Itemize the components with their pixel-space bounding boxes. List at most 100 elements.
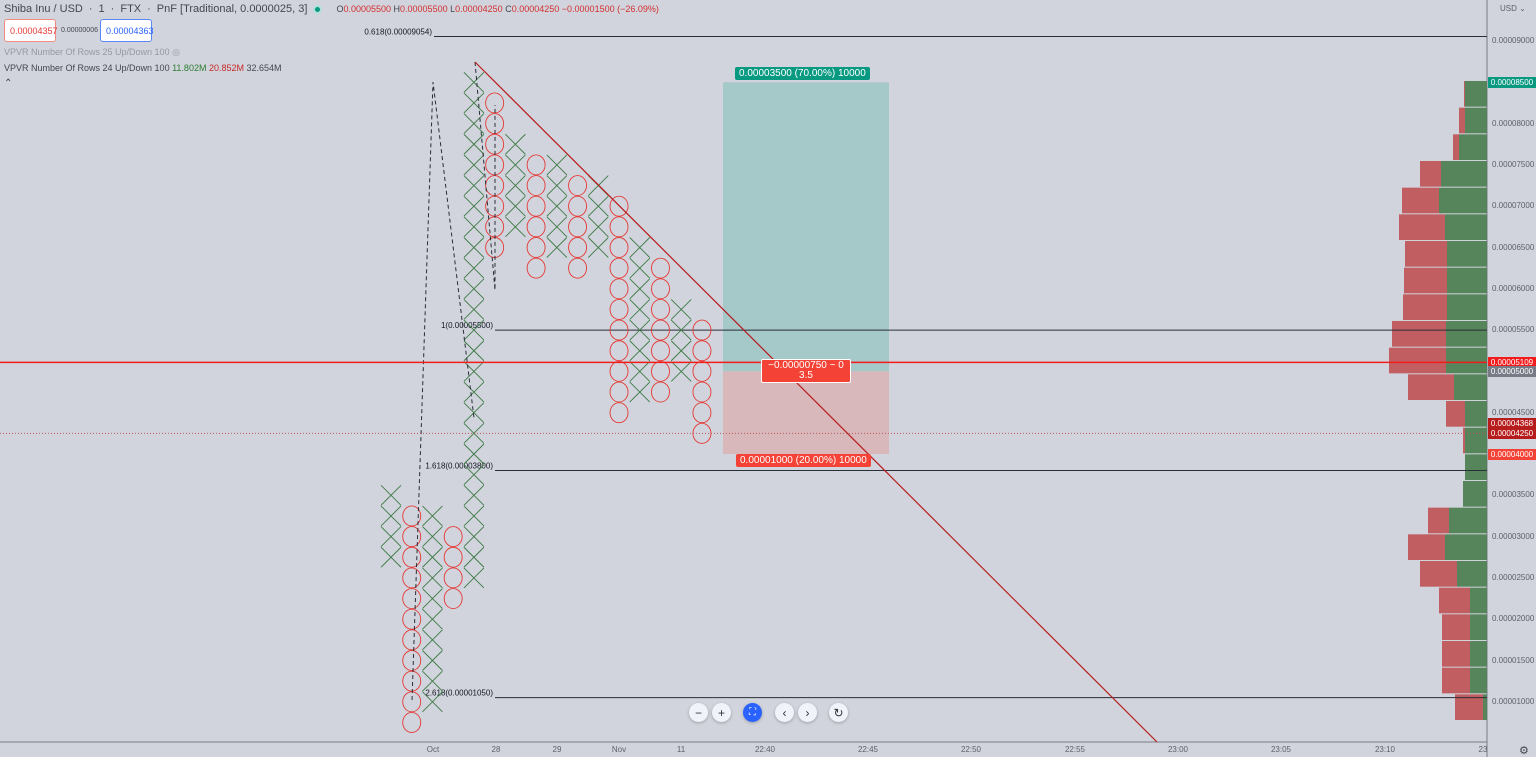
pnl-label[interactable]: −0.00000750 ~ 0 3.5: [761, 359, 851, 383]
o-box: [692, 360, 712, 382]
x-box: [505, 133, 526, 155]
o-box: [692, 340, 712, 362]
x-box: [422, 608, 443, 630]
time-tick-label: 23:00: [1167, 745, 1189, 754]
reset-chart-button[interactable]: ↻: [829, 703, 848, 722]
fib-level-label: 2.618(0.00001050): [425, 689, 493, 698]
time-tick-label: 22:45: [857, 745, 879, 754]
price-tick-label: 0.00007000: [1492, 201, 1535, 211]
o-box: [443, 526, 463, 548]
x-box: [587, 195, 609, 217]
vp-down-bar: [1399, 214, 1445, 240]
x-box: [463, 195, 485, 217]
x-box: [463, 505, 485, 527]
vp-up-bar: [1445, 534, 1487, 560]
vp-up-bar: [1457, 561, 1487, 587]
x-box: [463, 484, 485, 506]
hidden-eye-icon[interactable]: ◎: [172, 47, 180, 57]
x-box: [629, 340, 651, 362]
price-tick-label: 0.00007500: [1492, 159, 1535, 169]
o-box: [526, 154, 546, 176]
stop-label[interactable]: 0.00001000 (20.00%) 10000: [736, 454, 871, 467]
price-tick-label: 0.00001000: [1492, 696, 1535, 706]
vp-down-bar: [1455, 694, 1483, 720]
o-box: [609, 360, 629, 382]
vp-up-bar: [1470, 614, 1487, 640]
time-tick-label: 22:40: [754, 745, 776, 754]
price-badge: 0.00004368: [1488, 418, 1536, 430]
x-box: [463, 443, 485, 465]
sell-button[interactable]: 0.00004357: [4, 19, 58, 42]
x-box: [422, 546, 443, 568]
o-box: [609, 299, 629, 320]
vp-up-bar: [1441, 161, 1487, 187]
x-box: [629, 237, 651, 258]
symbol-name[interactable]: Shiba Inu / USD: [4, 3, 83, 15]
o-box: [526, 237, 546, 258]
x-box: [463, 526, 485, 547]
collapse-legend-icon[interactable]: ⌃: [4, 78, 13, 89]
x-box: [670, 319, 692, 341]
price-tick-label: 0.00003000: [1492, 531, 1535, 541]
x-box: [546, 216, 568, 238]
x-box: [505, 195, 526, 217]
vp-up-bar: [1463, 481, 1487, 507]
x-box: [629, 278, 651, 300]
o-box: [402, 670, 422, 692]
vp-down-bar: [1453, 134, 1459, 160]
x-box: [422, 567, 443, 589]
vp-up-bar: [1446, 347, 1487, 374]
x-box: [463, 381, 485, 403]
price-tick-label: 0.00002000: [1492, 614, 1535, 624]
vp-down-bar: [1402, 187, 1439, 214]
indicator-vpvr-24[interactable]: VPVR Number Of Rows 24 Up/Down 100 11.80…: [4, 63, 282, 73]
indicator-vpvr-25[interactable]: VPVR Number Of Rows 25 Up/Down 100 ◎: [4, 47, 180, 57]
x-box: [463, 216, 485, 238]
x-box: [629, 361, 651, 382]
x-box: [670, 340, 692, 362]
x-box: [380, 505, 402, 527]
x-box: [505, 175, 526, 196]
o-box: [568, 175, 588, 197]
vp-down-bar: [1403, 294, 1447, 320]
zoom-in-button[interactable]: +: [712, 703, 731, 722]
scroll-left-button[interactable]: ‹: [775, 703, 794, 722]
profit-zone: [723, 82, 889, 372]
fib-level-label: 0.618(0.00009054): [364, 28, 432, 37]
buy-button[interactable]: 0.00004363: [100, 19, 154, 42]
vp-down-bar: [1442, 614, 1470, 640]
vp-down-bar: [1389, 347, 1446, 374]
time-tick-label: 23:10: [1374, 745, 1396, 754]
x-box: [546, 195, 568, 217]
o-box: [692, 381, 712, 403]
x-box: [463, 340, 485, 362]
settings-icon[interactable]: ⚙: [1519, 745, 1529, 757]
o-box: [651, 278, 670, 300]
zoom-out-button[interactable]: −: [689, 703, 708, 722]
price-tick-label: 0.00006000: [1492, 283, 1535, 293]
vp-up-bar: [1439, 187, 1487, 214]
x-box: [546, 175, 568, 196]
x-box: [629, 257, 651, 279]
x-box: [505, 154, 526, 176]
o-box: [692, 319, 712, 341]
o-box: [485, 195, 505, 217]
time-axis: [0, 742, 1536, 757]
x-box: [422, 588, 443, 609]
x-box: [505, 216, 526, 238]
x-box: [463, 71, 485, 93]
x-box: [380, 546, 402, 568]
interval[interactable]: 1: [98, 3, 105, 15]
vp-down-bar: [1439, 587, 1470, 614]
time-tick-label: 23: [1478, 745, 1488, 754]
vp-down-bar: [1408, 534, 1445, 560]
currency-selector[interactable]: USD ⌄: [1500, 4, 1526, 13]
vp-up-bar: [1454, 374, 1487, 400]
x-box: [463, 113, 485, 134]
o-box: [609, 257, 629, 279]
scroll-right-button[interactable]: ›: [798, 703, 817, 722]
target-label[interactable]: 0.00003500 (70.00%) 10000: [735, 67, 870, 80]
reset-scale-button[interactable]: ⛶: [743, 703, 762, 722]
x-box: [587, 237, 609, 258]
